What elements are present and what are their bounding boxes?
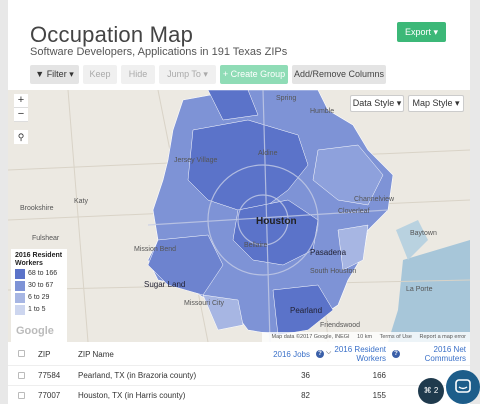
legend-title: 2016 Resident Workers [15,252,63,267]
col-jobs[interactable]: 2016 Jobs [273,350,310,359]
create-group-button[interactable]: + Create Group [220,65,288,84]
col-resident-workers[interactable]: 2016 Resident Workers [334,345,386,363]
legend-swatch [15,281,25,291]
info-icon[interactable]: ? [316,350,324,358]
highway-overlay [147,90,389,342]
cell-jobs: 36 [301,371,310,380]
place-label: Katy [74,198,89,205]
place-label: Cloverleaf [338,208,370,215]
cell-resident-workers: 166 [372,371,386,380]
legend-item: 30 to 67 [15,281,63,292]
export-button[interactable]: Export ▾ [397,22,446,42]
occupation-map[interactable]: + − ⚲ Data Style ▾ Map Style ▾ Humble Sp… [8,90,470,342]
legend-item: 1 to 5 [15,305,63,316]
place-label: Brookshire [20,205,54,212]
table-row[interactable]: 77007 Houston, TX (in Harris county) 82 … [8,386,470,404]
keyboard-shortcut-button[interactable]: ⌘ 2 [418,378,444,404]
place-label: Friendswood [320,322,361,329]
legend-swatch [15,293,25,303]
zoom-in-button[interactable]: + [14,94,28,108]
keep-button[interactable]: Keep [83,65,117,84]
place-label: South Houston [310,268,357,275]
row-checkbox[interactable] [18,392,25,399]
row-checkbox[interactable] [18,372,25,379]
place-label: Pearland [290,306,323,315]
place-label: Pasadena [310,248,347,257]
legend-label: 30 to 67 [28,282,54,289]
info-icon[interactable]: ? [392,350,400,358]
scrollbar-track[interactable] [470,0,480,404]
cell-zip: 77584 [38,371,61,380]
legend-label: 68 to 166 [28,270,58,277]
zoom-control: + − [14,94,28,122]
place-label: Sugar Land [144,280,186,289]
place-label: Aldine [258,150,278,157]
legend-label: 1 to 5 [28,306,46,313]
filter-button[interactable]: ▼ Filter ▾ [30,65,79,84]
cell-zip: 77007 [38,391,61,400]
place-label: Bellaire [244,242,268,249]
choropleth-zone-low [337,224,369,271]
place-label: Fulshear [32,235,60,242]
scale-label: 10 km [357,334,373,340]
data-style-button[interactable]: Data Style ▾ [350,95,404,112]
cell-zip-name: Pearland, TX (in Brazoria county) [78,371,197,380]
table-header-row: ZIP ZIP Name 2016 Jobs ? ⌵ 2016 Resident… [8,342,470,366]
place-label: Baytown [410,230,437,237]
page-subtitle: Software Developers, Applications in 191… [30,46,288,58]
choropleth-zone-high [272,284,334,336]
attribution-data: Map data ©2017 Google, INEGI [271,334,350,340]
report-error-link[interactable]: Report a map error [419,334,466,340]
add-remove-columns-button[interactable]: Add/Remove Columns [292,65,386,84]
chat-button[interactable] [446,370,480,404]
legend-item: 68 to 166 [15,269,63,280]
cell-jobs: 82 [301,391,310,400]
map-attribution: Map data ©2017 Google, INEGI 10 km Terms… [261,332,470,342]
cell-zip-name: Houston, TX (in Harris county) [78,391,186,400]
window-frame-left [0,0,8,404]
legend-swatch [15,269,25,279]
place-label: Spring [276,95,297,102]
google-logo: Google [16,325,54,337]
hide-button[interactable]: Hide [121,65,155,84]
col-zip[interactable]: ZIP [38,350,51,359]
cell-resident-workers: 155 [372,391,386,400]
select-all-checkbox[interactable] [18,350,25,357]
location-pin-icon[interactable]: ⚲ [14,130,28,144]
map-legend: 2016 Resident Workers 68 to 166 30 to 67… [11,249,67,342]
map-style-button[interactable]: Map Style ▾ [408,95,464,112]
bay-water [388,240,470,342]
place-label: Mission Bend [134,246,177,253]
lake-water [396,220,428,260]
place-label: Jersey Village [174,157,218,164]
place-label: Humble [310,108,335,115]
choropleth-zone-high [207,90,259,121]
page-header: Occupation Map Software Developers, Appl… [8,0,470,90]
data-table: ZIP ZIP Name 2016 Jobs ? ⌵ 2016 Resident… [8,342,470,404]
choropleth-zone-mid [312,144,384,206]
place-label: Houston [256,216,297,227]
col-net-commuters[interactable]: 2016 Net Commuters [424,345,466,363]
chat-icon [455,379,471,393]
jump-to-button[interactable]: Jump To ▾ [159,65,216,84]
place-label: Missouri City [184,300,225,307]
legend-swatch [15,305,25,315]
legend-item: 6 to 29 [15,293,63,304]
place-label: La Porte [406,286,433,293]
table-row[interactable]: 77584 Pearland, TX (in Brazoria county) … [8,366,470,386]
col-zip-name[interactable]: ZIP Name [78,350,114,359]
terms-link[interactable]: Terms of Use [379,334,412,340]
choropleth-zone-low [202,294,244,331]
map-canvas [8,90,470,342]
legend-label: 6 to 29 [28,294,50,301]
page-title: Occupation Map [30,22,193,47]
zoom-out-button[interactable]: − [14,108,28,122]
place-label: Channelview [354,196,395,203]
sort-desc-icon[interactable]: ⌵ [326,349,332,356]
